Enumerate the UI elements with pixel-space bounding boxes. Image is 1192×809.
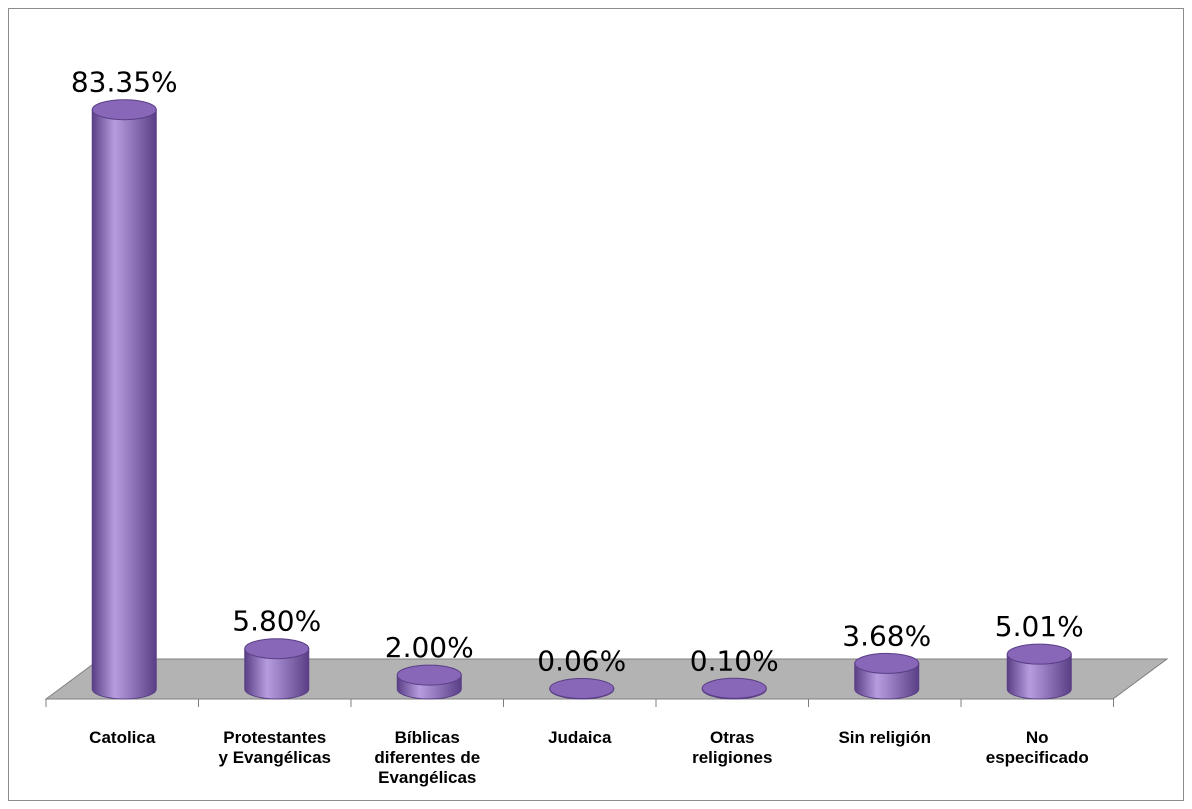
bar-top bbox=[244, 638, 310, 660]
x-tick-label: Protestantes y Evangélicas bbox=[219, 728, 331, 767]
bar-top bbox=[396, 664, 462, 686]
bar bbox=[701, 677, 767, 700]
x-tick-label: Sin religión bbox=[838, 728, 931, 747]
data-label: 2.00% bbox=[385, 631, 474, 664]
bar-body bbox=[244, 648, 310, 700]
x-tick-label: No especificado bbox=[986, 728, 1089, 767]
x-tick-label: Judaica bbox=[548, 728, 612, 747]
bar bbox=[854, 652, 920, 700]
data-label: 5.80% bbox=[232, 605, 321, 638]
bar bbox=[244, 638, 310, 700]
data-label: 3.68% bbox=[842, 619, 931, 652]
data-label: 0.10% bbox=[690, 644, 779, 677]
bar-top bbox=[1006, 643, 1072, 665]
data-label: 5.01% bbox=[995, 610, 1084, 643]
data-label: 0.06% bbox=[537, 645, 626, 678]
x-tick-label: Bíblicas diferentes de Evangélicas bbox=[374, 728, 480, 787]
bar bbox=[549, 678, 615, 700]
x-tick-label: Catolica bbox=[89, 728, 156, 747]
bar-top bbox=[91, 99, 157, 121]
bar-top bbox=[549, 678, 615, 699]
bar-chart: 83.35% 5.80% 2.00% 0.06% 0.10% 3.68% 5.01% Cat… bbox=[44, 66, 1169, 787]
bar-body bbox=[91, 109, 157, 700]
bar-top bbox=[854, 652, 920, 674]
bar-body bbox=[1006, 653, 1072, 700]
bar bbox=[1006, 643, 1072, 700]
chart-frame: 83.35% 5.80% 2.00% 0.06% 0.10% 3.68% 5.01% Cat… bbox=[8, 8, 1184, 801]
data-label: 83.35% bbox=[71, 66, 178, 99]
bar bbox=[396, 664, 462, 700]
x-tick-label: Otras religiones bbox=[692, 728, 772, 767]
bar bbox=[91, 99, 157, 700]
bar-top bbox=[701, 677, 767, 699]
